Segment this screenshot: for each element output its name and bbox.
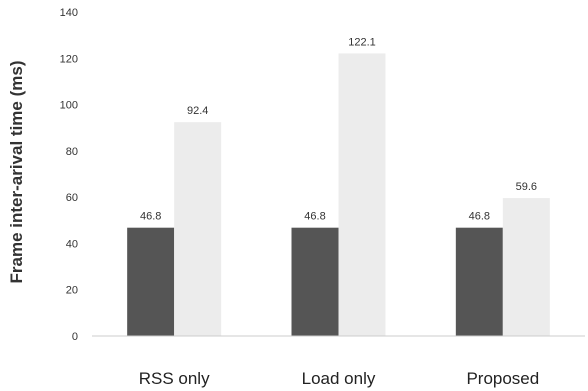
bar [502,198,550,336]
x-category-label: Proposed [466,369,539,388]
y-tick-label: 20 [66,285,78,297]
bar [174,122,222,336]
y-tick-label: 40 [66,238,78,250]
y-tick-label: 120 [60,53,78,65]
data-label: 92.4 [187,105,208,117]
data-label: 46.8 [140,211,161,223]
data-label: 46.8 [304,211,325,223]
y-tick-label: 0 [72,331,78,343]
data-label: 59.6 [516,181,537,193]
bar [291,227,339,336]
x-category-label: RSS only [139,369,210,388]
data-label: 46.8 [469,211,490,223]
y-tick-label: 80 [66,146,78,158]
y-tick-label: 100 [60,100,78,112]
y-axis-title: Frame inter-arival time (ms) [7,61,26,284]
y-tick-label: 60 [66,192,78,204]
bar [455,227,503,336]
y-tick-label: 140 [60,7,78,19]
x-category-label: Load only [302,369,376,388]
data-label: 122.1 [348,36,376,48]
bar [338,53,386,336]
bar [127,227,175,336]
